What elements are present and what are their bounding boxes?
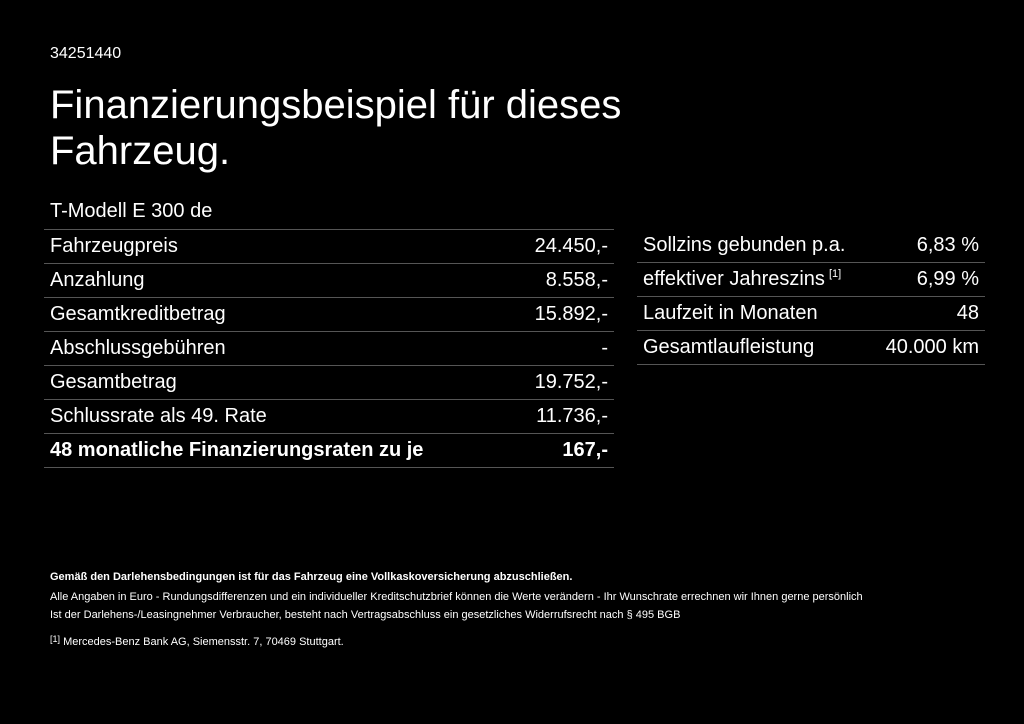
insurance-note: Gemäß den Darlehensbedingungen ist für d…	[50, 571, 573, 583]
footnote-text: Mercedes-Benz Bank AG, Siemensstr. 7, 70…	[63, 636, 344, 648]
table-row: Gesamtlaufleistung 40.000 km	[637, 331, 985, 365]
row-label: Schlussrate als 49. Rate	[50, 405, 267, 427]
table-row: 48 monatliche Finanzierungsraten zu je 16…	[44, 434, 614, 468]
row-label-group: effektiver Jahreszins [1]	[643, 268, 841, 291]
row-value: 48	[956, 302, 979, 324]
footer-line: Ist der Darlehens-/Leasingnehmer Verbrau…	[50, 609, 681, 621]
footnote: [1] Mercedes-Benz Bank AG, Siemensstr. 7…	[50, 634, 344, 648]
row-label: effektiver Jahreszins	[643, 268, 825, 290]
financing-table: Fahrzeugpreis 24.450,- Anzahlung 8.558,- Ges…	[44, 229, 614, 468]
row-label: Anzahlung	[50, 269, 145, 291]
model: T-Modell E 300 de	[50, 200, 213, 222]
row-label: Gesamtkreditbetrag	[50, 303, 226, 325]
table-row: Schlussrate als 49. Rate 11.736,-	[44, 400, 614, 434]
row-label: Laufzeit in Monaten	[643, 302, 818, 324]
note-mark: [1]	[828, 268, 842, 280]
footer-line: Alle Angaben in Euro - Rundungsdifferenz…	[50, 591, 863, 603]
terms-table: Sollzins gebunden p.a. 6,83 % effektiver J…	[637, 229, 985, 365]
table-row: Anzahlung 8.558,-	[44, 264, 614, 298]
row-label-group: Gesamtlaufleistung	[643, 336, 814, 359]
row-value: 8.558,-	[545, 269, 608, 291]
footnote-mark: [1]	[50, 634, 61, 644]
row-value: 24.450,-	[534, 235, 608, 257]
row-value: 15.892,-	[534, 303, 608, 325]
row-value: 40.000 km	[885, 336, 979, 358]
row-label: Gesamtbetrag	[50, 371, 177, 393]
table-row: Gesamtbetrag 19.752,-	[44, 366, 614, 400]
table-row: Sollzins gebunden p.a. 6,83 %	[637, 229, 985, 263]
row-label: Abschlussgebühren	[50, 337, 226, 359]
row-value: 19.752,-	[534, 371, 608, 393]
table-row: effektiver Jahreszins [1] 6,99 %	[637, 263, 985, 297]
row-label: 48 monatliche Finanzierungsraten zu je	[50, 439, 424, 461]
title: Finanzierungsbeispiel für dieses Fahrzeu…	[50, 83, 622, 173]
table-row: Abschlussgebühren -	[44, 332, 614, 366]
row-label: Fahrzeugpreis	[50, 235, 178, 257]
row-label: Gesamtlaufleistung	[643, 336, 815, 358]
table-row: Fahrzeugpreis 24.450,-	[44, 230, 614, 264]
row-value: -	[601, 337, 608, 359]
row-label-group: Sollzins gebunden p.a.	[643, 234, 845, 257]
row-value: 11.736,-	[536, 405, 608, 427]
vehicle-id: 34251440	[50, 45, 122, 62]
row-value: 167,-	[562, 439, 608, 461]
row-label-group: Laufzeit in Monaten	[643, 302, 818, 325]
row-value: 6,99 %	[916, 268, 979, 290]
table-row: Laufzeit in Monaten 48	[637, 297, 985, 331]
table-row: Gesamtkreditbetrag 15.892,-	[44, 298, 614, 332]
row-label: Sollzins gebunden p.a.	[643, 234, 846, 256]
row-value: 6,83 %	[916, 234, 979, 256]
